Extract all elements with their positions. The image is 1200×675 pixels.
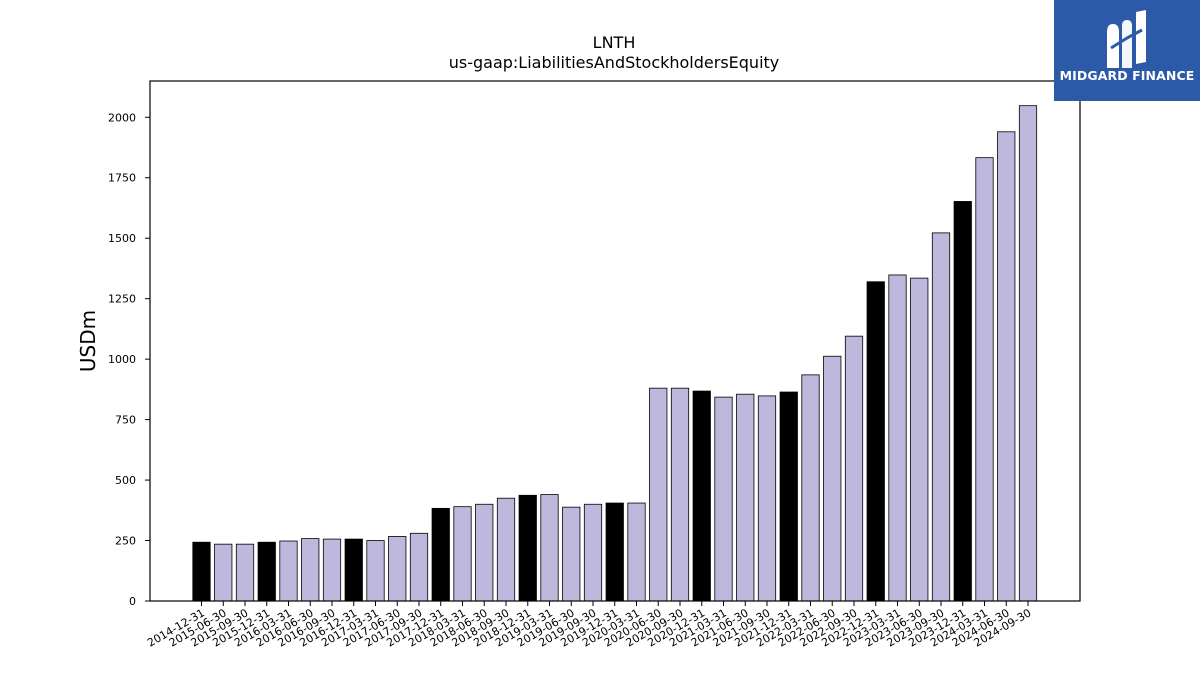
y-tick-label: 1750 <box>108 172 136 185</box>
chart-title: LNTH <box>593 33 636 52</box>
midgard-finance-logo: MIDGARD FINANCE <box>1054 0 1200 101</box>
bar-2022-06-30 <box>823 355 842 602</box>
bar-2016-12-31 <box>344 538 363 602</box>
x-axis-ticks: 2014-12-312015-06-302015-09-302015-12-31… <box>145 601 1034 650</box>
bar-2016-06-30 <box>301 538 320 602</box>
y-tick-label: 250 <box>115 535 136 548</box>
bar-2024-03-31 <box>975 157 994 602</box>
bar-2021-09-30 <box>757 395 777 602</box>
bar-2014-12-31 <box>192 541 211 602</box>
bar-2017-06-30 <box>388 536 407 602</box>
y-tick-label: 1500 <box>108 232 136 245</box>
bar-2020-12-31 <box>692 390 711 602</box>
bar-2019-09-30 <box>583 503 603 602</box>
bar-2023-06-30 <box>910 277 929 602</box>
y-axis-ticks: 0 250 500 750 1000 1250 1500 1750 2000 <box>108 111 150 608</box>
bar-2023-12-31 <box>953 201 972 602</box>
bar-2018-06-30 <box>475 503 494 602</box>
bar-2018-09-30 <box>496 497 516 602</box>
bar-2022-09-30 <box>844 335 864 602</box>
bar-2022-12-31 <box>866 281 885 602</box>
y-tick-label: 1250 <box>108 293 136 306</box>
y-axis-label: USDm <box>76 310 100 372</box>
bar-2022-03-31 <box>801 374 820 602</box>
bar-2019-03-31 <box>540 494 559 602</box>
bar-2023-09-30 <box>931 232 951 602</box>
bar-2020-09-30 <box>670 387 690 602</box>
bar-2020-06-30 <box>649 387 668 602</box>
bar-2018-12-31 <box>518 494 537 602</box>
bar-2016-03-31 <box>279 540 298 602</box>
y-tick-label: 750 <box>115 414 136 427</box>
bar-2024-09-30 <box>1018 105 1038 602</box>
bar-2021-12-31 <box>779 391 798 602</box>
logo-text: MIDGARD FINANCE <box>1059 68 1195 83</box>
bars <box>192 105 1038 602</box>
y-tick-label: 500 <box>115 474 136 487</box>
bar-2016-09-30 <box>322 538 342 602</box>
bar-2017-09-30 <box>409 532 429 602</box>
bar-2021-03-31 <box>714 396 733 602</box>
bar-2024-06-30 <box>997 131 1016 602</box>
y-tick-label: 1000 <box>108 353 136 366</box>
plot-frame <box>149 80 1081 602</box>
bar-2023-03-31 <box>888 274 907 602</box>
y-tick-label: 2000 <box>108 111 136 124</box>
bar-2017-12-31 <box>431 507 450 602</box>
bar-2018-03-31 <box>453 506 472 602</box>
y-tick-label: 0 <box>129 595 136 608</box>
bar-2015-06-30 <box>214 543 233 602</box>
midgard-logo-icon <box>1107 10 1146 68</box>
bar-2017-03-31 <box>366 540 385 602</box>
bar-2021-06-30 <box>736 393 755 602</box>
chart-subtitle: us-gaap:LiabilitiesAndStockholdersEquity <box>449 53 780 72</box>
bar-2020-03-31 <box>627 502 646 602</box>
bar-2015-09-30 <box>235 543 255 602</box>
bar-2019-12-31 <box>605 502 624 602</box>
bar-2015-12-31 <box>257 541 276 602</box>
bar-2019-06-30 <box>562 506 581 602</box>
